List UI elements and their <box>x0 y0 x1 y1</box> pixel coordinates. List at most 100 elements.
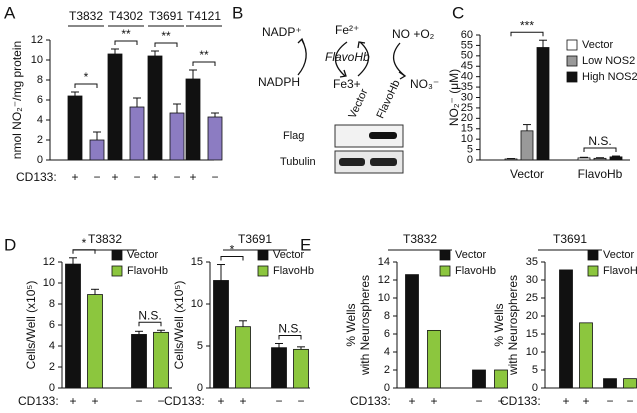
error-bar <box>580 156 588 158</box>
significance-bracket <box>154 42 178 47</box>
bar <box>67 95 83 161</box>
x-axis-label: CD133: <box>500 394 541 408</box>
error-bar <box>539 39 547 48</box>
annotation: ** <box>161 29 171 43</box>
panel-label: C <box>452 3 464 22</box>
x-axis-label: CD133: <box>164 394 205 408</box>
reactant: NO₃⁻ <box>410 77 439 91</box>
y-tick-label: 15 <box>461 123 473 135</box>
error-bar <box>93 131 101 140</box>
y-axis-label: Cells/Well (x10⁵) <box>24 281 38 370</box>
y-tick-label: 0 <box>532 382 538 394</box>
y-tick-label: 30 <box>526 274 538 286</box>
bar-label: + <box>217 394 224 408</box>
error-bar <box>173 103 181 113</box>
bar <box>87 294 103 389</box>
bar-label: − <box>497 394 504 408</box>
error-bar <box>157 329 165 333</box>
arrow-head <box>357 41 366 49</box>
significance-bracket <box>74 83 98 88</box>
legend-label: FlavoHb <box>603 265 637 277</box>
arrow <box>334 41 348 77</box>
legend-swatch <box>566 39 578 51</box>
bar <box>593 157 607 161</box>
y-tick-label: 0 <box>467 154 473 166</box>
bar-label: + <box>189 170 196 184</box>
error-bar <box>69 257 77 265</box>
error-bar <box>151 50 159 56</box>
y-tick-label: 45 <box>461 60 473 72</box>
y-tick-label: 5 <box>467 143 473 155</box>
bar-label: + <box>430 394 437 408</box>
x-axis-label: CD133: <box>16 170 57 184</box>
bar-label: − <box>211 170 218 184</box>
arrow-head <box>297 37 305 45</box>
error-bar <box>523 124 531 131</box>
bar-label: + <box>151 170 158 184</box>
arrow <box>393 42 406 77</box>
chart-title: T3832 <box>88 232 122 246</box>
y-tick-label: 0 <box>49 382 55 394</box>
y-tick-label: 12 <box>31 34 43 46</box>
bar <box>427 329 441 389</box>
legend-label: Vector <box>273 249 305 261</box>
bar <box>185 78 201 161</box>
bar-label: − <box>626 394 633 408</box>
bar-label: − <box>157 394 164 408</box>
arrow <box>357 41 370 77</box>
blot-column: Vector <box>346 87 370 121</box>
bar <box>293 348 309 389</box>
bar-label: + <box>71 170 78 184</box>
legend-swatch <box>111 265 123 277</box>
western-blot: Vector FlavoHb Flag Tubulin <box>280 78 404 174</box>
legend-label: High NOS2 <box>582 71 637 83</box>
bar <box>107 53 123 161</box>
blot-band <box>370 158 397 166</box>
blot-column: FlavoHb <box>374 78 402 120</box>
annotation: ** <box>121 27 131 41</box>
error-bar <box>71 91 79 96</box>
bar <box>131 334 147 389</box>
y-tick-label: 6 <box>384 328 390 340</box>
bar <box>271 347 287 389</box>
y-axis-label: % Wells <box>492 303 506 346</box>
annotation: *** <box>520 18 534 32</box>
bar <box>235 326 251 389</box>
x-tick-label: Vector <box>510 167 544 181</box>
bar <box>603 378 617 389</box>
error-bar <box>275 342 283 348</box>
y-tick-label: 2 <box>37 134 43 146</box>
error-bar <box>297 346 305 350</box>
annotation: * <box>230 243 235 257</box>
bar <box>89 139 105 161</box>
bar <box>147 55 163 161</box>
x-axis-label: CD133: <box>350 394 391 408</box>
y-tick-label: 12 <box>43 256 55 268</box>
y-tick-label: 30 <box>461 91 473 103</box>
annotation: * <box>84 70 89 84</box>
group-label: T4121 <box>187 9 221 23</box>
y-tick-label: 60 <box>461 29 473 41</box>
group-label: T3691 <box>149 9 183 23</box>
annotation: ** <box>199 48 209 62</box>
bar <box>577 157 591 161</box>
enzyme: FlavoHb <box>325 50 370 64</box>
y-axis-label: with Neurospheres <box>506 275 520 376</box>
y-tick-label: 25 <box>461 102 473 114</box>
bar <box>169 112 185 161</box>
y-axis-label: with Neurospheres <box>358 275 372 376</box>
bar-label: − <box>173 170 180 184</box>
y-tick-label: 35 <box>526 256 538 268</box>
bar <box>207 116 223 161</box>
bar-label: − <box>297 394 304 408</box>
bar-label: − <box>275 394 282 408</box>
legend-label: Vector <box>582 39 614 51</box>
y-tick-label: 8 <box>37 74 43 86</box>
y-tick-label: 5 <box>532 364 538 376</box>
error-bar <box>596 157 604 159</box>
error-bar <box>133 97 141 107</box>
reaction-diagram: NADP⁺ Fe²⁺ NO +O₂ FlavoHb NADPH Fe3+ NO₃… <box>258 23 439 91</box>
y-tick-label: 55 <box>461 39 473 51</box>
reactant: NADPH <box>258 75 300 89</box>
y-tick-label: 4 <box>37 114 43 126</box>
